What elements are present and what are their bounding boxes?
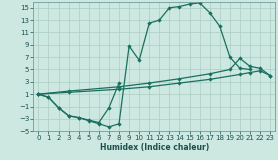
- X-axis label: Humidex (Indice chaleur): Humidex (Indice chaleur): [100, 143, 209, 152]
